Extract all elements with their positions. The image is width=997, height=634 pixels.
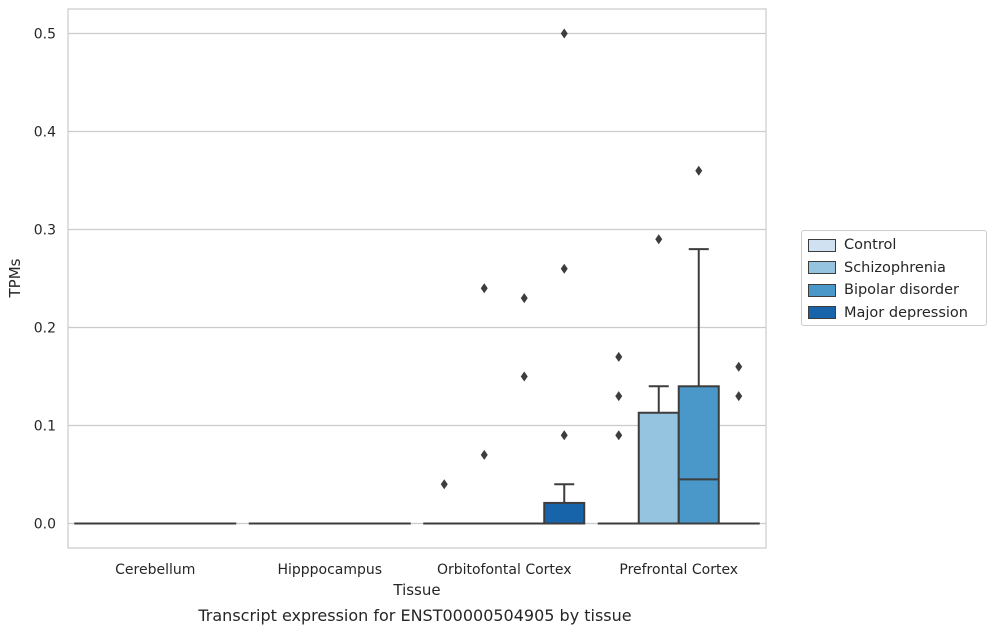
box-body	[543, 501, 586, 525]
legend-swatch	[808, 238, 836, 252]
y-tick-label: 0.0	[34, 517, 56, 533]
figure-caption: Transcript expression for ENST0000050490…	[198, 606, 632, 625]
y-tick-label: 0.5	[34, 27, 56, 43]
boxes-layer	[74, 248, 760, 525]
legend-swatch	[808, 261, 836, 274]
outlier-point	[655, 234, 663, 245]
box-body	[677, 385, 720, 525]
outlier-point	[480, 449, 488, 460]
outlier-point	[615, 351, 623, 362]
x-tick-labels: Cerebellum Hipppocampus Orbitofontal Corte…	[115, 562, 738, 578]
legend-item: Bipolar disorder	[808, 280, 959, 300]
plot-frame	[67, 8, 767, 549]
x-tick-label: Cerebellum	[115, 562, 195, 578]
outlier-point	[615, 430, 623, 441]
x-tick-label: Prefrontal Cortex	[619, 562, 738, 578]
box-3-1	[637, 385, 680, 525]
y-tick-label: 0.3	[34, 223, 56, 239]
outlier-point	[560, 263, 568, 274]
outlier-point	[520, 293, 528, 304]
outlier-point	[440, 479, 448, 490]
legend: Control Schizophrenia Bipolar disorder Majo…	[801, 230, 987, 326]
legend-item: Major depression	[808, 303, 968, 323]
y-tick-label: 0.1	[34, 419, 56, 435]
outlier-point	[735, 391, 743, 402]
box-3-2	[677, 248, 720, 525]
legend-item: Schizophrenia	[808, 258, 946, 278]
legend-label: Bipolar disorder	[844, 282, 959, 298]
x-tick-label: Orbitofontal Cortex	[437, 562, 572, 578]
legend-label: Major depression	[844, 304, 968, 321]
outlier-point	[560, 28, 568, 39]
legend-label: Control	[844, 237, 897, 253]
x-tick-label: Hipppocampus	[277, 562, 382, 578]
y-tick-label: 0.4	[34, 125, 56, 141]
outlier-point	[480, 283, 488, 294]
outlier-point	[735, 361, 743, 372]
legend-swatch	[808, 283, 836, 297]
y-axis-label: TPMs	[6, 258, 24, 298]
x-axis-label: Tissue	[392, 581, 440, 599]
box-body	[637, 411, 680, 525]
outlier-point	[560, 430, 568, 441]
legend-swatch	[808, 306, 836, 319]
box-2-3	[543, 483, 586, 525]
y-tick-labels: 0.0 0.1 0.2 0.3 0.4 0.5	[34, 27, 56, 533]
outlier-point	[520, 371, 528, 382]
y-tick-label: 0.2	[34, 321, 56, 337]
outlier-point	[695, 165, 703, 176]
outlier-point	[615, 391, 623, 402]
outliers-layer	[440, 28, 743, 490]
legend-item: Control	[808, 235, 896, 255]
legend-label: Schizophrenia	[844, 259, 946, 276]
